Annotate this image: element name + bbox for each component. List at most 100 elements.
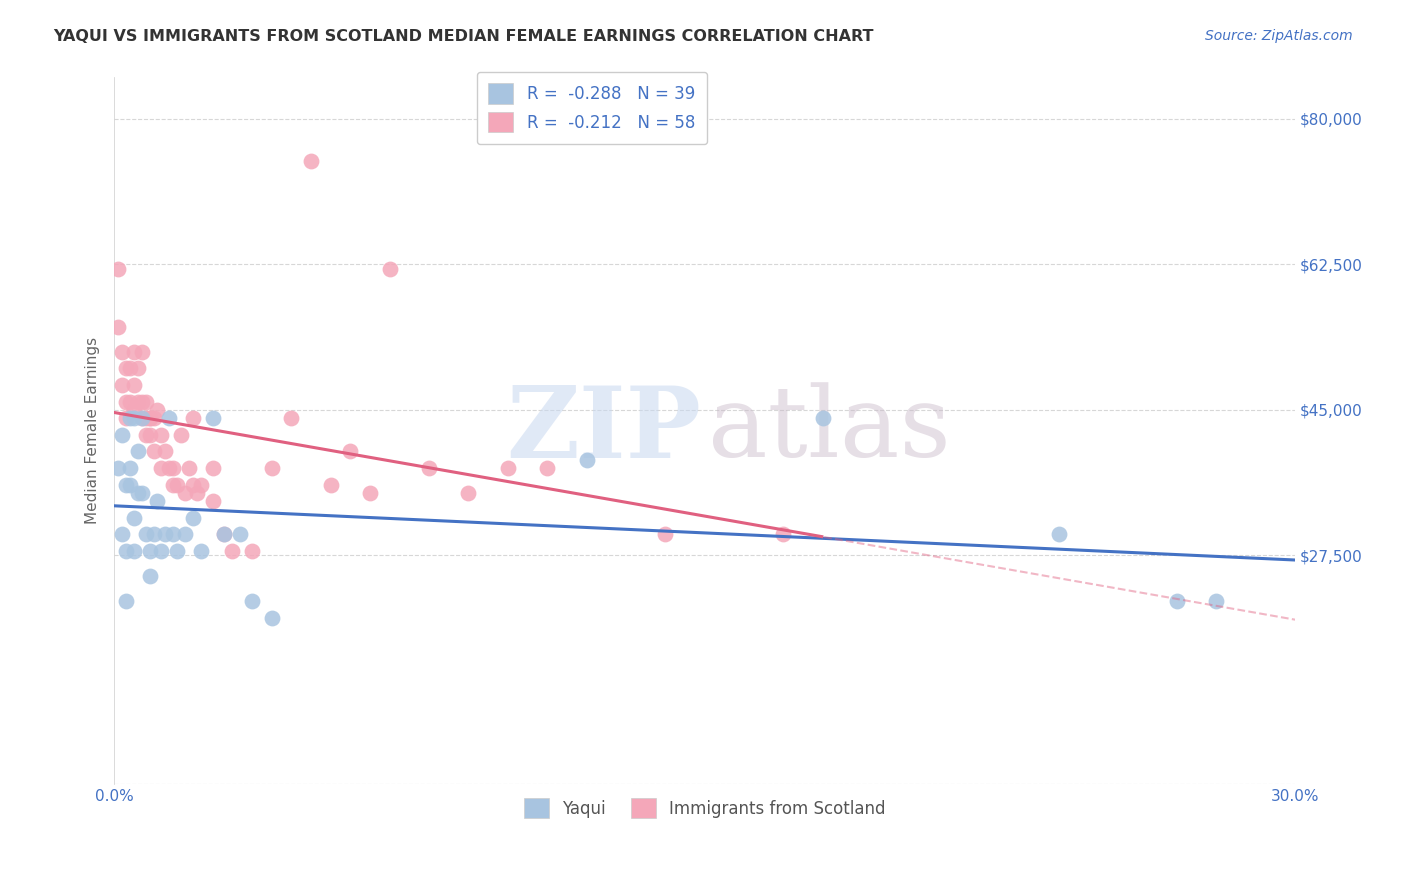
Point	[111, 344, 134, 359]
Point	[115, 411, 138, 425]
Point	[496, 461, 519, 475]
Point	[107, 319, 129, 334]
Point	[115, 477, 138, 491]
Point	[240, 544, 263, 558]
Point	[107, 261, 129, 276]
Point	[135, 394, 157, 409]
Point	[111, 527, 134, 541]
Point	[115, 394, 138, 409]
Point	[299, 153, 322, 168]
Point	[118, 394, 141, 409]
Legend: Yaqui, Immigrants from Scotland: Yaqui, Immigrants from Scotland	[517, 791, 893, 825]
Point	[122, 344, 145, 359]
Point	[162, 477, 184, 491]
Point	[811, 411, 834, 425]
Point	[142, 411, 165, 425]
Point	[122, 511, 145, 525]
Point	[1166, 594, 1188, 608]
Point	[127, 394, 149, 409]
Point	[115, 361, 138, 376]
Point	[157, 411, 180, 425]
Point	[190, 544, 212, 558]
Text: atlas: atlas	[709, 383, 950, 478]
Point	[181, 411, 204, 425]
Point	[142, 444, 165, 458]
Point	[170, 427, 193, 442]
Point	[181, 477, 204, 491]
Point	[107, 461, 129, 475]
Point	[186, 486, 208, 500]
Point	[418, 461, 440, 475]
Point	[240, 594, 263, 608]
Point	[131, 411, 153, 425]
Point	[229, 527, 252, 541]
Point	[142, 527, 165, 541]
Point	[122, 544, 145, 558]
Point	[131, 486, 153, 500]
Y-axis label: Median Female Earnings: Median Female Earnings	[86, 337, 100, 524]
Point	[127, 361, 149, 376]
Point	[155, 444, 177, 458]
Point	[150, 544, 173, 558]
Point	[127, 444, 149, 458]
Point	[111, 377, 134, 392]
Point	[115, 594, 138, 608]
Point	[1205, 594, 1227, 608]
Point	[1047, 527, 1070, 541]
Point	[138, 427, 160, 442]
Point	[150, 461, 173, 475]
Point	[319, 477, 342, 491]
Point	[181, 511, 204, 525]
Point	[221, 544, 243, 558]
Point	[138, 569, 160, 583]
Text: Source: ZipAtlas.com: Source: ZipAtlas.com	[1205, 29, 1353, 43]
Point	[174, 527, 197, 541]
Point	[118, 411, 141, 425]
Point	[260, 461, 283, 475]
Point	[177, 461, 200, 475]
Point	[166, 544, 188, 558]
Point	[122, 377, 145, 392]
Point	[157, 461, 180, 475]
Point	[378, 261, 401, 276]
Point	[155, 527, 177, 541]
Point	[135, 527, 157, 541]
Point	[135, 411, 157, 425]
Point	[260, 610, 283, 624]
Point	[174, 486, 197, 500]
Point	[122, 402, 145, 417]
Point	[150, 427, 173, 442]
Point	[166, 477, 188, 491]
Point	[146, 402, 169, 417]
Point	[359, 486, 381, 500]
Point	[131, 394, 153, 409]
Point	[457, 486, 479, 500]
Point	[772, 527, 794, 541]
Text: YAQUI VS IMMIGRANTS FROM SCOTLAND MEDIAN FEMALE EARNINGS CORRELATION CHART: YAQUI VS IMMIGRANTS FROM SCOTLAND MEDIAN…	[53, 29, 875, 44]
Point	[138, 411, 160, 425]
Point	[131, 411, 153, 425]
Point	[135, 427, 157, 442]
Point	[122, 411, 145, 425]
Point	[115, 544, 138, 558]
Point	[339, 444, 361, 458]
Point	[111, 427, 134, 442]
Text: ZIP: ZIP	[506, 382, 702, 479]
Point	[118, 477, 141, 491]
Point	[214, 527, 236, 541]
Point	[162, 461, 184, 475]
Point	[146, 494, 169, 508]
Point	[131, 344, 153, 359]
Point	[280, 411, 302, 425]
Point	[190, 477, 212, 491]
Point	[575, 452, 598, 467]
Point	[201, 411, 224, 425]
Point	[118, 361, 141, 376]
Point	[536, 461, 558, 475]
Point	[118, 461, 141, 475]
Point	[162, 527, 184, 541]
Point	[201, 461, 224, 475]
Point	[214, 527, 236, 541]
Point	[654, 527, 676, 541]
Point	[127, 486, 149, 500]
